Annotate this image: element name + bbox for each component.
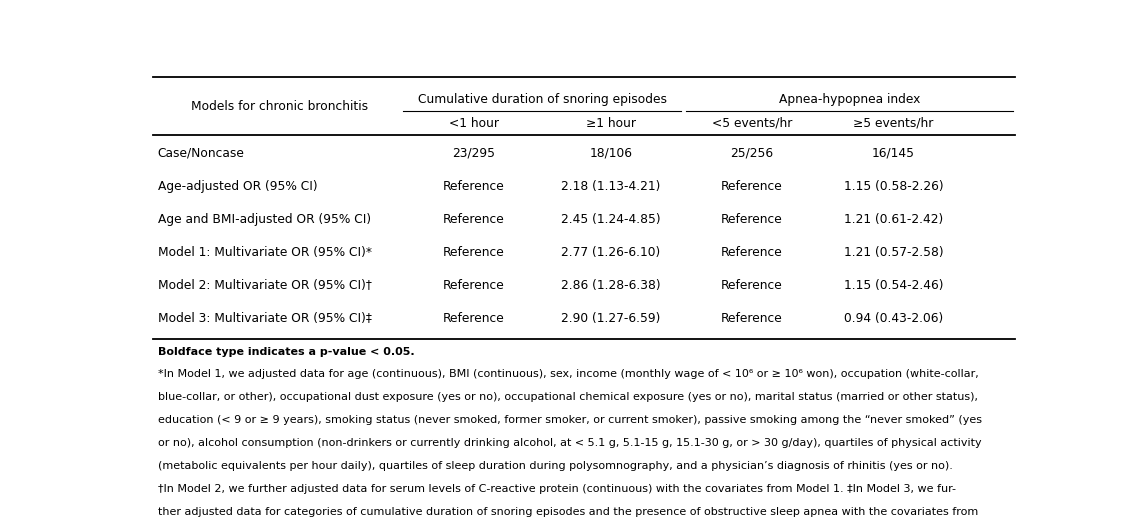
Text: 0.94 (0.43-2.06): 0.94 (0.43-2.06) xyxy=(844,312,943,325)
Text: Reference: Reference xyxy=(443,312,505,325)
Text: Reference: Reference xyxy=(722,312,783,325)
Text: Age and BMI-adjusted OR (95% CI): Age and BMI-adjusted OR (95% CI) xyxy=(157,213,370,226)
Text: Reference: Reference xyxy=(722,246,783,259)
Text: Case/Noncase: Case/Noncase xyxy=(157,147,244,160)
Text: blue-collar, or other), occupational dust exposure (yes or no), occupational che: blue-collar, or other), occupational dus… xyxy=(157,392,977,402)
Text: ≥5 events/hr: ≥5 events/hr xyxy=(853,117,934,130)
Text: Cumulative duration of snoring episodes: Cumulative duration of snoring episodes xyxy=(417,93,667,106)
Text: education (< 9 or ≥ 9 years), smoking status (never smoked, former smoker, or cu: education (< 9 or ≥ 9 years), smoking st… xyxy=(157,415,982,425)
Text: Model 2: Multivariate OR (95% CI)†: Model 2: Multivariate OR (95% CI)† xyxy=(157,279,372,292)
Text: ther adjusted data for categories of cumulative duration of snoring episodes and: ther adjusted data for categories of cum… xyxy=(157,507,978,517)
Text: Age-adjusted OR (95% CI): Age-adjusted OR (95% CI) xyxy=(157,180,317,193)
Text: 1.15 (0.54-2.46): 1.15 (0.54-2.46) xyxy=(844,279,943,292)
Text: 2.18 (1.13-4.21): 2.18 (1.13-4.21) xyxy=(561,180,660,193)
Text: Reference: Reference xyxy=(443,279,505,292)
Text: 16/145: 16/145 xyxy=(872,147,915,160)
Text: 1.21 (0.61-2.42): 1.21 (0.61-2.42) xyxy=(844,213,943,226)
Text: 1.15 (0.58-2.26): 1.15 (0.58-2.26) xyxy=(844,180,943,193)
Text: or no), alcohol consumption (non-drinkers or currently drinking alcohol, at < 5.: or no), alcohol consumption (non-drinker… xyxy=(157,438,982,448)
Text: Model 1: Multivariate OR (95% CI)*: Model 1: Multivariate OR (95% CI)* xyxy=(157,246,372,259)
Text: Apnea-hypopnea index: Apnea-hypopnea index xyxy=(779,93,920,106)
Text: Models for chronic bronchitis: Models for chronic bronchitis xyxy=(190,99,368,112)
Text: Reference: Reference xyxy=(722,180,783,193)
Text: 2.45 (1.24-4.85): 2.45 (1.24-4.85) xyxy=(561,213,660,226)
Text: 2.90 (1.27-6.59): 2.90 (1.27-6.59) xyxy=(561,312,660,325)
Text: 2.86 (1.28-6.38): 2.86 (1.28-6.38) xyxy=(561,279,660,292)
Text: ≥1 hour: ≥1 hour xyxy=(586,117,636,130)
Text: Model 3: Multivariate OR (95% CI)‡: Model 3: Multivariate OR (95% CI)‡ xyxy=(157,312,372,325)
Text: 1.21 (0.57-2.58): 1.21 (0.57-2.58) xyxy=(844,246,943,259)
Text: Reference: Reference xyxy=(722,213,783,226)
Text: 18/106: 18/106 xyxy=(589,147,633,160)
Text: Reference: Reference xyxy=(722,279,783,292)
Text: (metabolic equivalents per hour daily), quartiles of sleep duration during polys: (metabolic equivalents per hour daily), … xyxy=(157,461,952,471)
Text: Reference: Reference xyxy=(443,213,505,226)
Text: Boldface type indicates a p-value < 0.05.: Boldface type indicates a p-value < 0.05… xyxy=(157,347,414,357)
Text: <1 hour: <1 hour xyxy=(449,117,499,130)
Text: *In Model 1, we adjusted data for age (continuous), BMI (continuous), sex, incom: *In Model 1, we adjusted data for age (c… xyxy=(157,369,978,380)
Text: †In Model 2, we further adjusted data for serum levels of C-reactive protein (co: †In Model 2, we further adjusted data fo… xyxy=(157,484,955,494)
Text: 23/295: 23/295 xyxy=(453,147,495,160)
Text: Reference: Reference xyxy=(443,180,505,193)
Text: 2.77 (1.26-6.10): 2.77 (1.26-6.10) xyxy=(561,246,660,259)
Text: Reference: Reference xyxy=(443,246,505,259)
Text: <5 events/hr: <5 events/hr xyxy=(711,117,792,130)
Text: 25/256: 25/256 xyxy=(731,147,774,160)
